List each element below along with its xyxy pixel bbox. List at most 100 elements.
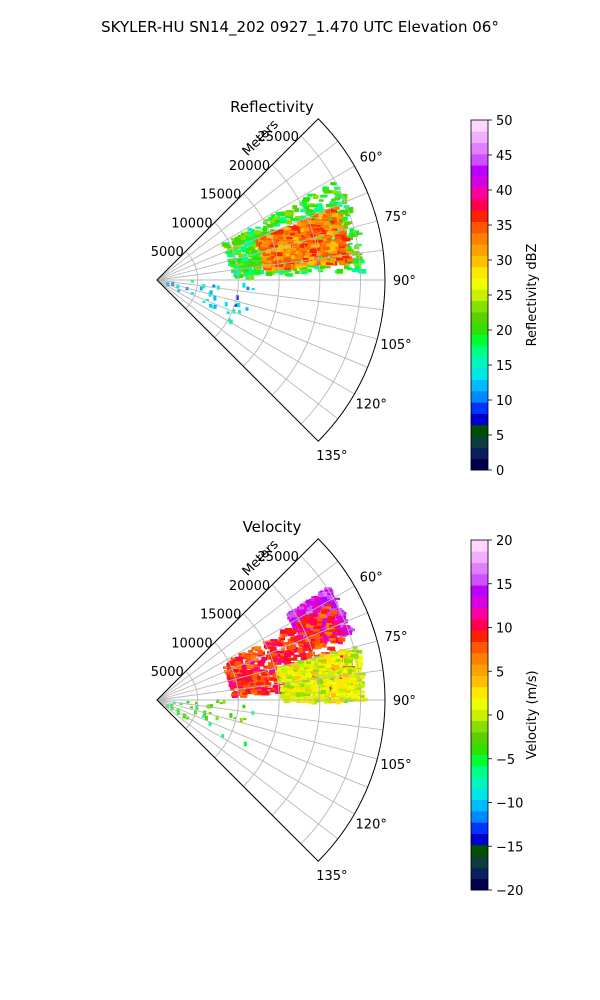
echo-gate (283, 643, 288, 646)
echo-gate (273, 216, 281, 222)
echo-gate (310, 204, 318, 208)
echo-gate (320, 663, 326, 667)
echo-gate (312, 253, 317, 257)
echo-gate (326, 657, 335, 663)
echo-gate (333, 197, 341, 201)
echo-gate (314, 596, 320, 602)
echo-gate (212, 284, 216, 288)
echo-gate (304, 238, 310, 242)
echo-gate (260, 236, 268, 241)
echo-gate (327, 646, 336, 651)
echo-gate (298, 624, 306, 630)
echo-gate (249, 232, 255, 237)
echo-gate (337, 680, 342, 685)
echo-gate (321, 622, 328, 625)
echo-gate (341, 232, 347, 237)
echo-gate (250, 657, 259, 661)
echo-gate (295, 694, 301, 697)
echo-gate (345, 208, 353, 213)
azimuth-gridline (156, 699, 378, 760)
echo-gate (261, 671, 266, 676)
colorbar-swatch (471, 266, 488, 279)
range-tick-label: 5000 (151, 665, 184, 680)
echo-gate (269, 671, 276, 676)
echo-gate (252, 683, 259, 687)
range-tick-label: 25000 (258, 550, 299, 565)
azimuth-gridline (156, 279, 378, 340)
echo-gate (295, 229, 302, 234)
colorbar-tick-label: 20 (496, 324, 513, 339)
colorbar-swatch (471, 652, 488, 665)
azimuth-gridline (156, 560, 339, 701)
echo-gate (344, 222, 351, 225)
azimuth-gridline (156, 279, 384, 311)
echo-gate (312, 265, 318, 268)
echo-gate (347, 267, 353, 271)
colorbar-tick-label: −20 (496, 884, 523, 899)
echo-gate (250, 229, 255, 234)
echo-gate (242, 239, 251, 242)
echo-gate (299, 201, 305, 206)
echo-gate (349, 228, 355, 234)
echo-gate (309, 193, 317, 196)
echo-gate (297, 234, 306, 239)
echo-gate (264, 219, 271, 222)
echo-gate (344, 658, 352, 664)
echo-gate (295, 215, 303, 219)
echo-gate (320, 261, 329, 266)
radar-echoes (165, 182, 367, 325)
echo-gate (310, 629, 317, 632)
echo-gate (285, 650, 292, 653)
echo-gate (278, 270, 284, 275)
echo-gate (305, 652, 313, 658)
echo-gate (240, 671, 247, 676)
colorbar-swatch (471, 232, 488, 245)
echo-gate (297, 688, 306, 692)
echo-gate (327, 213, 332, 218)
echo-gate (318, 240, 323, 244)
echo-gate (235, 245, 241, 250)
echo-gate (264, 243, 270, 247)
echo-gate (298, 606, 304, 611)
echo-gate (281, 668, 288, 674)
echo-gate (325, 684, 331, 687)
echo-gate (277, 665, 284, 670)
echo-gate (243, 233, 251, 238)
echo-gate (275, 689, 280, 694)
echo-gate (243, 260, 251, 264)
echo-gate (340, 248, 347, 251)
echo-gate (329, 202, 337, 206)
echo-gate (231, 241, 238, 245)
echo-gate (238, 686, 243, 690)
colorbar-swatch (471, 210, 488, 223)
echo-gate (296, 634, 304, 639)
colorbar-swatch (471, 867, 488, 880)
echo-gate (256, 249, 262, 254)
velocity-panel: Velocity 5000 10000 15000 20000 25000 60° 75° 90… (151, 518, 540, 899)
echo-gate (248, 649, 254, 654)
echo-gate (222, 699, 226, 704)
echo-gate (313, 669, 319, 672)
echo-gate (339, 209, 346, 214)
colorbar-tick-label: −10 (496, 797, 523, 812)
echo-gate (329, 608, 337, 611)
echo-gate (317, 600, 323, 605)
echo-gate (333, 206, 340, 210)
echo-gate (274, 640, 281, 645)
echo-gate (335, 699, 341, 705)
echo-gate (300, 249, 307, 253)
echo-gate (273, 680, 278, 683)
echo-gate (301, 199, 309, 203)
echo-gate (343, 670, 348, 675)
echo-gate (232, 659, 241, 663)
echo-gate (344, 265, 350, 270)
echo-gate (328, 228, 336, 232)
echo-gate (323, 222, 331, 226)
azimuth-gridline (156, 279, 339, 420)
echo-gate (305, 672, 312, 678)
echo-gate (322, 186, 328, 190)
echo-gate (231, 237, 237, 241)
echo-gate (283, 686, 290, 690)
azimuth-tick-label: 60° (360, 570, 383, 585)
echo-gate (286, 670, 294, 674)
